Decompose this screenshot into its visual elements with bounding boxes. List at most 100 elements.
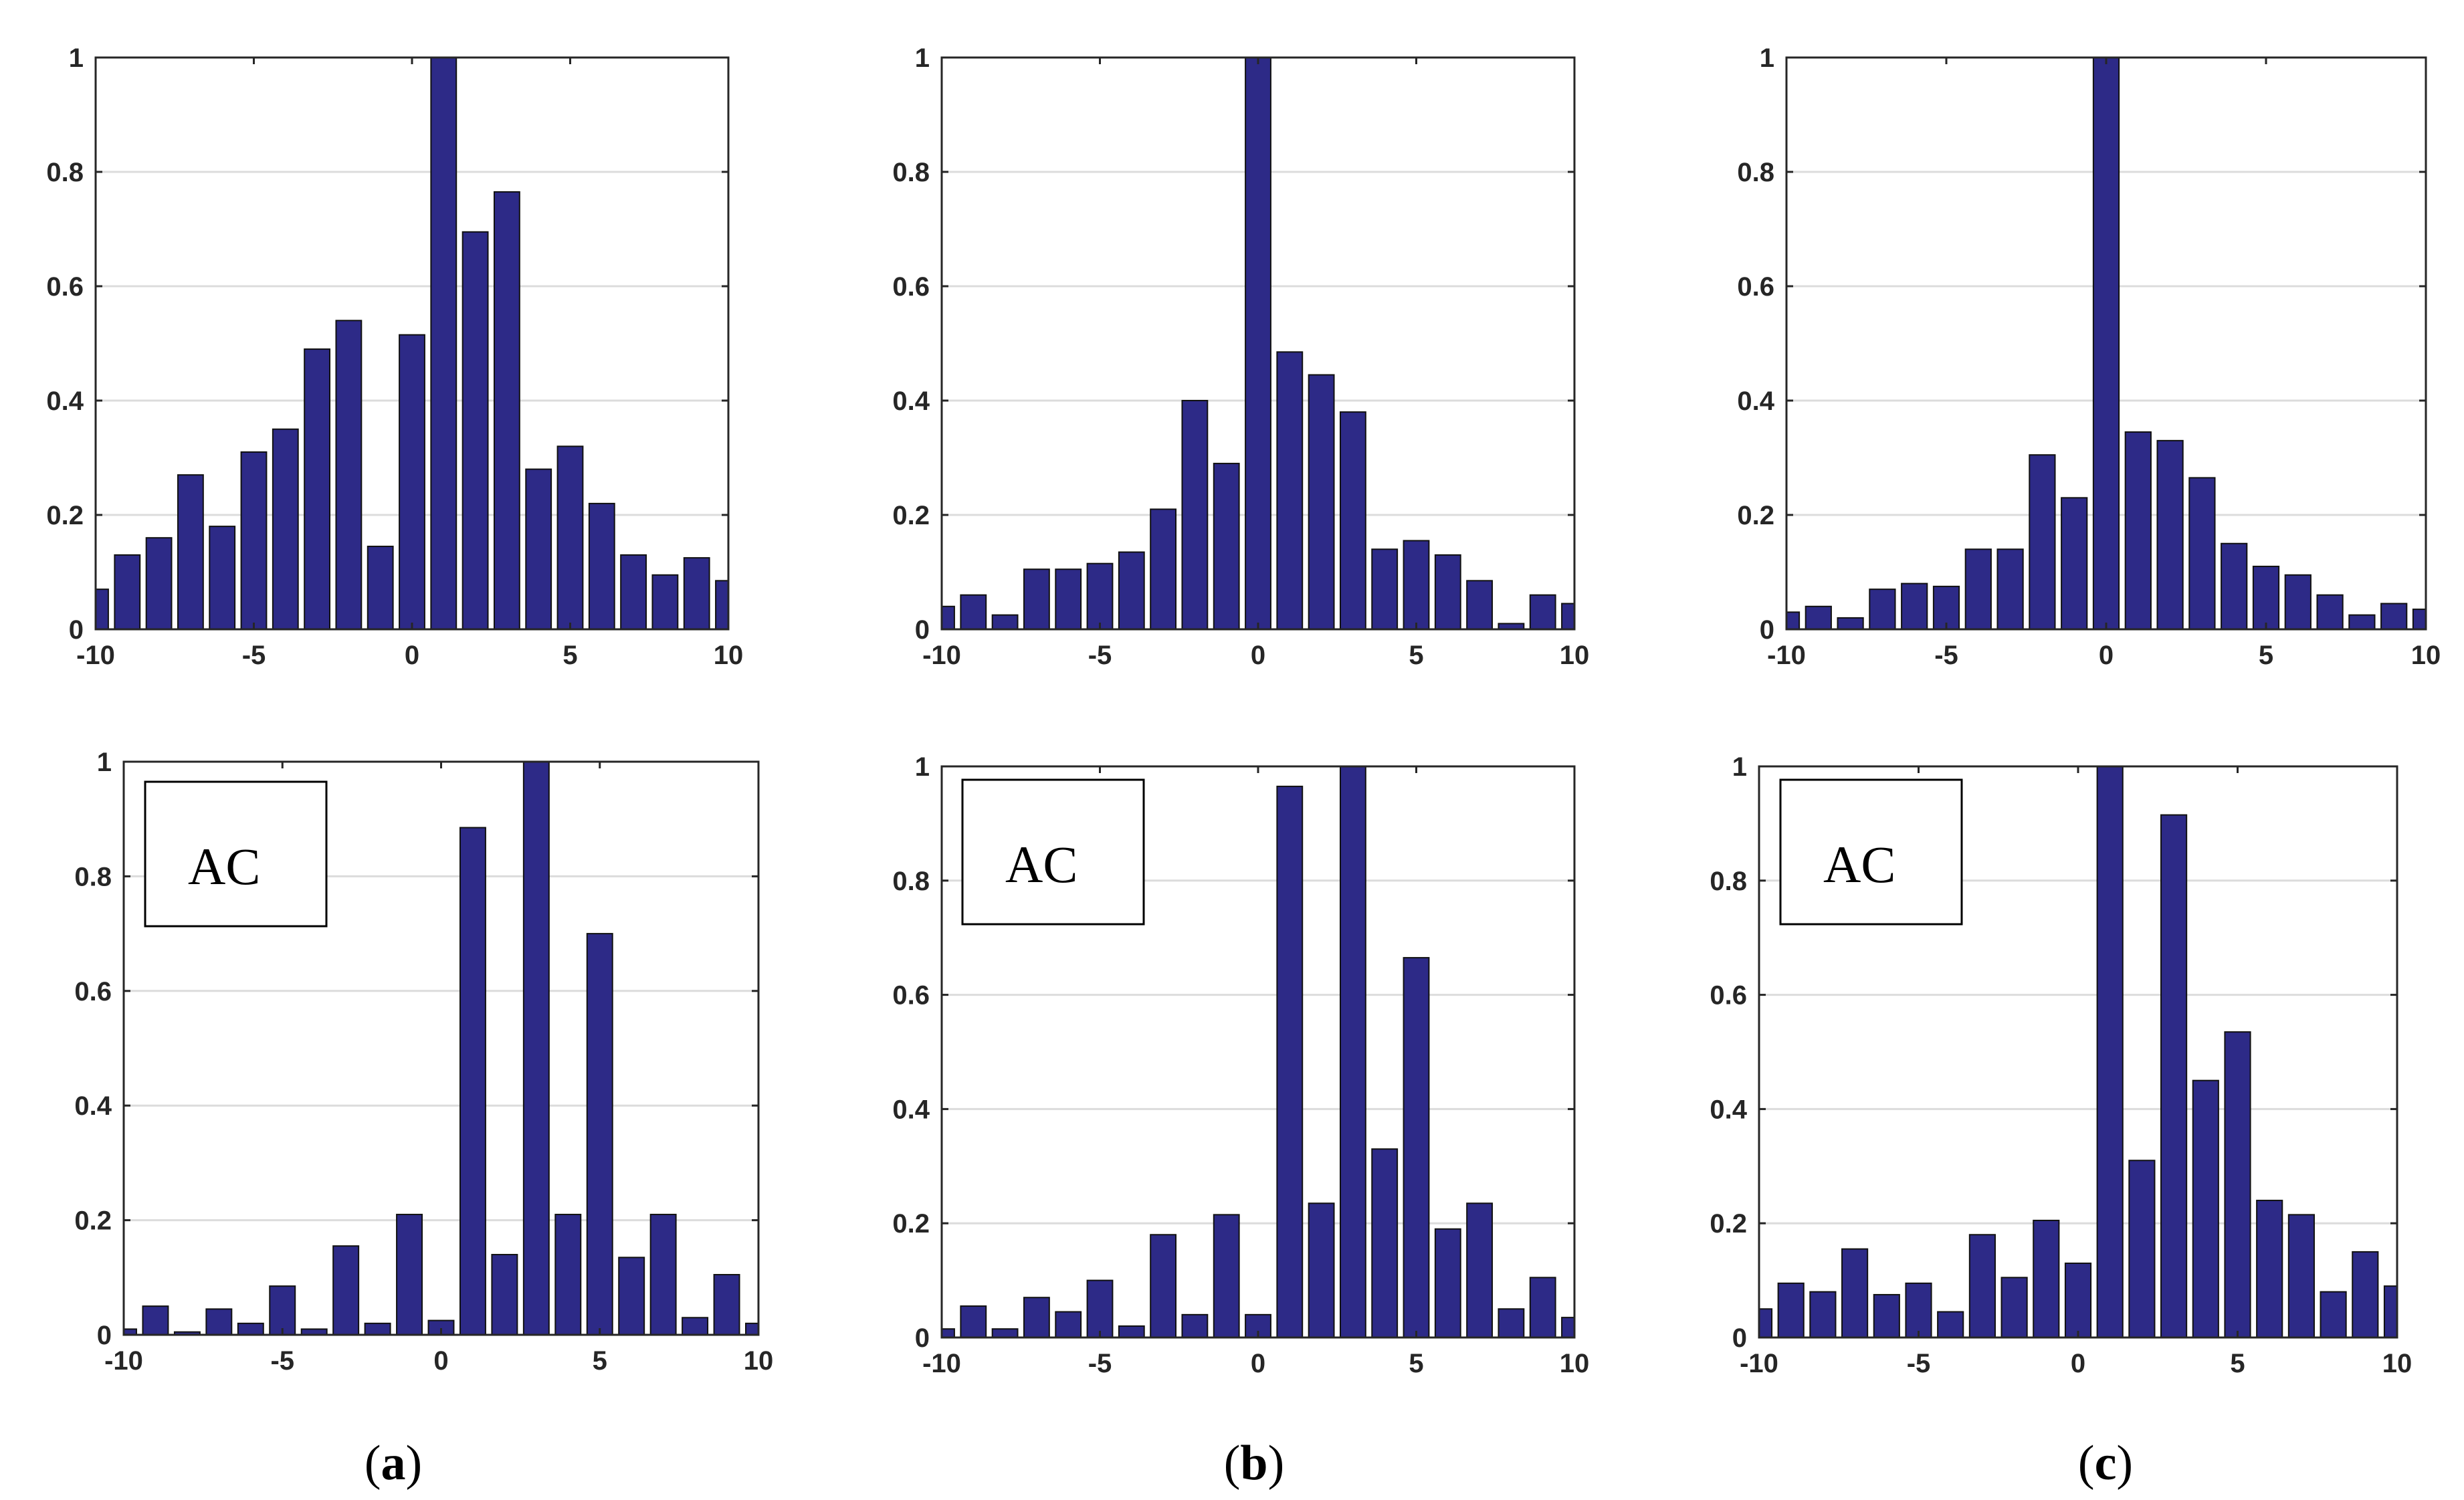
bar	[367, 546, 394, 629]
bar	[142, 1305, 169, 1335]
bar	[491, 1254, 518, 1335]
bars	[1786, 58, 2426, 629]
bar	[649, 1214, 677, 1335]
bar	[1055, 568, 1082, 629]
bar	[1841, 1248, 1869, 1337]
y-tick-label: 0	[915, 1323, 930, 1353]
bar	[304, 348, 331, 629]
bar	[364, 1322, 391, 1335]
bar	[2000, 1277, 2028, 1337]
bar	[237, 1322, 264, 1335]
y-tick-label: 0.2	[46, 501, 84, 530]
legend-frame	[144, 780, 328, 928]
bar	[1837, 617, 1864, 629]
y-tick-label: 0	[1732, 1323, 1747, 1353]
panel-label-b: (b)	[1224, 1436, 1284, 1491]
x-tick-label: -10	[1767, 641, 1806, 670]
y-tick-label: 1	[97, 748, 112, 777]
bar	[651, 574, 679, 629]
bar	[209, 526, 236, 629]
bar	[1371, 1148, 1399, 1337]
bar	[1403, 540, 1430, 629]
bars	[1759, 766, 2397, 1337]
bar	[1339, 766, 1366, 1337]
x-tick-label: 10	[744, 1346, 774, 1376]
bar	[588, 502, 615, 629]
x-tick-label: 5	[1409, 1349, 1423, 1378]
x-tick-label: 10	[714, 641, 744, 670]
x-tick-label: 0	[1251, 1349, 1265, 1378]
legend-label: AC	[188, 837, 260, 895]
y-tick-label: 0	[915, 615, 930, 645]
legend-label: AC	[1005, 835, 1077, 893]
bar	[1055, 1311, 1082, 1337]
bar	[2092, 58, 2120, 629]
x-tick-label: -10	[76, 641, 115, 670]
bar	[1213, 1214, 1240, 1337]
x-tick-label: 5	[593, 1346, 607, 1376]
chart-top-a: -10 -5 0 5 10 0 0.2 0.4 0.6 0.8 1	[46, 43, 743, 670]
bar	[1805, 605, 1832, 629]
chart-top-c: -10 -5 0 5 10 0 0.2 0.4 0.6 0.8 1	[1737, 43, 2441, 670]
bar	[1937, 1311, 1964, 1337]
y-tick-label: 0.8	[1737, 158, 1774, 187]
x-tick-label: -10	[922, 641, 961, 670]
x-tick-label: -5	[242, 641, 266, 670]
bar	[2380, 603, 2408, 629]
bar	[1561, 603, 1574, 629]
y-tick-label: 0.6	[1737, 272, 1774, 302]
bar	[1086, 1279, 1114, 1337]
y-tick-label: 0.6	[1710, 981, 1747, 1010]
bar	[1901, 582, 1928, 629]
bar	[1561, 1317, 1574, 1337]
bar	[2160, 814, 2188, 1337]
x-tick-label: -5	[270, 1346, 294, 1376]
bar	[1245, 58, 1271, 629]
y-tick-label: 0.2	[892, 501, 930, 530]
y-tick-label: 0.4	[46, 387, 84, 416]
bar	[1339, 411, 1366, 629]
panel-label-c: (c)	[2078, 1436, 2133, 1491]
y-tick-label: 1	[915, 43, 930, 73]
bar	[586, 933, 613, 1335]
bar	[525, 468, 552, 629]
x-tick-label: 5	[562, 641, 577, 670]
x-tick-label: 0	[405, 641, 419, 670]
bar	[399, 334, 425, 629]
bar	[682, 1317, 709, 1335]
bar	[1932, 585, 1960, 629]
bar	[114, 554, 141, 629]
bar	[1498, 1308, 1525, 1337]
bar	[1371, 548, 1399, 629]
y-tick-label: 0.4	[1710, 1095, 1747, 1124]
bar	[991, 614, 1019, 629]
x-tick-label: -10	[104, 1346, 143, 1376]
bar	[430, 58, 457, 629]
bar	[2316, 594, 2344, 629]
bar	[2029, 454, 2056, 629]
bar	[1996, 548, 2024, 629]
legend-box: AC	[1779, 778, 1963, 926]
bar	[2221, 542, 2248, 629]
bar	[960, 594, 987, 629]
legend-box: AC	[961, 778, 1145, 926]
y-tick-label: 1	[69, 43, 84, 73]
bar	[2352, 1251, 2379, 1337]
bar	[493, 191, 520, 629]
bar	[1403, 957, 1430, 1337]
bar	[1118, 551, 1145, 629]
bar	[1118, 1325, 1145, 1337]
chart-bottom-c: -10 -5 0 5 10 0 0.2 0.4 0.6 0.8 1 AC	[1710, 752, 2412, 1378]
bar	[396, 1214, 423, 1335]
bar	[960, 1305, 987, 1337]
bar	[745, 1322, 758, 1335]
chart-top-b: -10 -5 0 5 10 0 0.2 0.4 0.6 0.8 1	[892, 43, 1589, 670]
x-tick-label: -10	[922, 1349, 961, 1378]
legend-frame	[961, 778, 1145, 926]
bar	[2188, 477, 2216, 629]
bar	[1466, 1202, 1494, 1337]
bar	[683, 557, 710, 629]
bar	[2348, 614, 2376, 629]
x-tick-label: 0	[1251, 641, 1265, 670]
